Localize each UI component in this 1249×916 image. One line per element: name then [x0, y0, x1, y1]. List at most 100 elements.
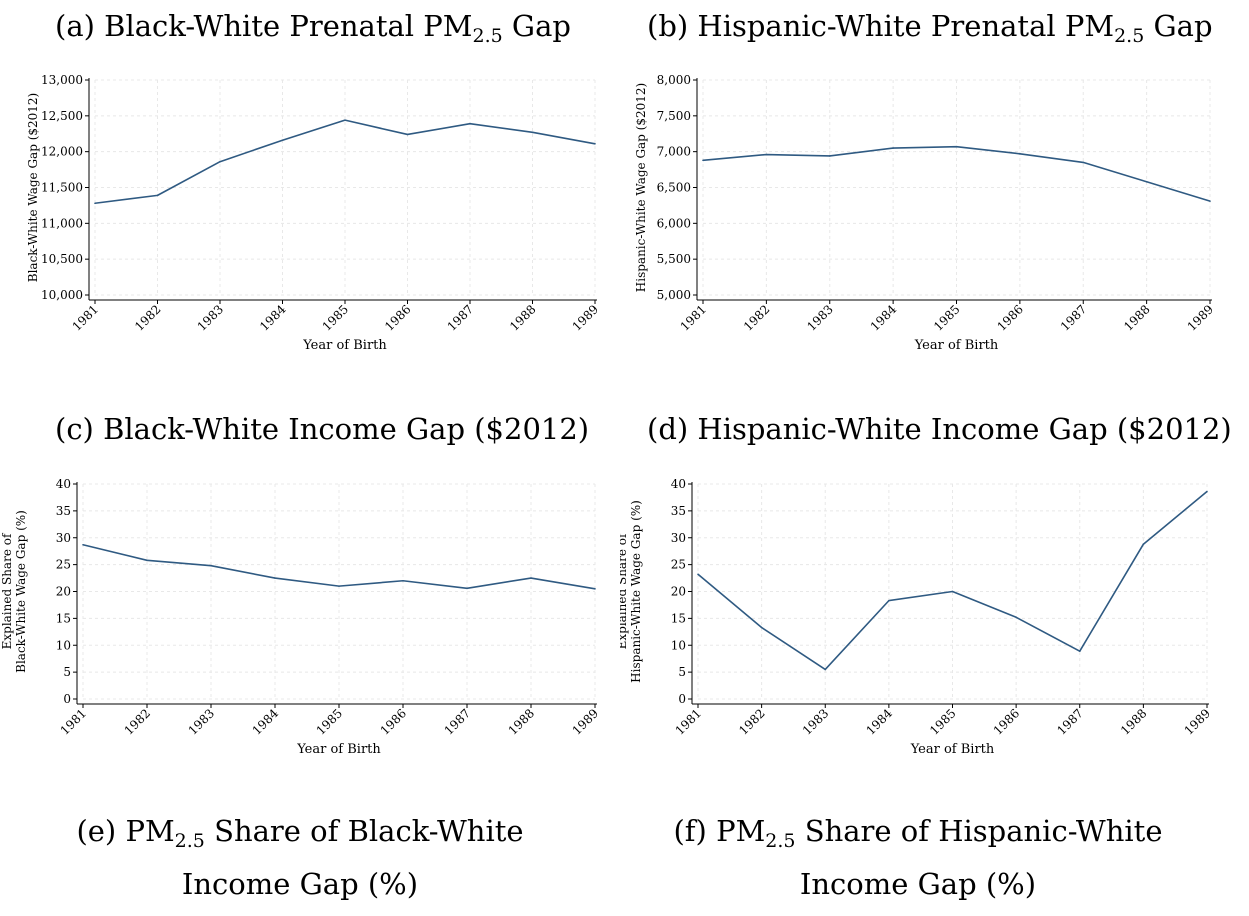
x-tick-label: 1984 — [868, 302, 900, 334]
y-axis-label: Black-White Wage Gap (%) — [14, 510, 28, 673]
x-tick-label: 1985 — [320, 302, 351, 333]
x-tick-label: 1988 — [1118, 706, 1149, 737]
y-tick-label: 20 — [671, 585, 686, 599]
y-tick-label: 8,000 — [657, 73, 691, 87]
x-tick-label: 1986 — [382, 302, 413, 333]
data-point — [1145, 180, 1148, 183]
data-point — [531, 131, 534, 134]
data-point — [219, 160, 221, 163]
x-axis-label: Year of Birth — [302, 338, 387, 353]
data-point — [951, 590, 954, 593]
chart-4-svg: 0 5 10 15 20 25 30 35 40 1981 1982 1983 1984 1985 1986… — [615, 477, 1213, 757]
x-tick-label: 1982 — [122, 706, 153, 737]
data-point — [146, 559, 148, 562]
x-tick-label: 1983 — [800, 706, 831, 737]
data-point — [1082, 161, 1085, 164]
y-tick-label: 0 — [63, 692, 71, 706]
y-tick-label: 11,000 — [41, 216, 83, 230]
y-tick-label: 6,500 — [657, 181, 691, 195]
caption-e: (e) PM2.5 Share of Black-White Income Ga… — [76, 814, 524, 901]
x-tick-label: 1989 — [570, 302, 601, 333]
data-point — [469, 122, 471, 125]
y-tick-label: 40 — [671, 477, 686, 491]
x-tick-label: 1985 — [931, 302, 962, 333]
data-point — [406, 133, 409, 136]
x-tick-label: 1986 — [994, 302, 1025, 333]
data-point — [888, 599, 890, 602]
y-tick-label: 7,500 — [657, 109, 691, 123]
x-tick-label: 1984 — [863, 706, 895, 738]
y-tick-label: 6,000 — [657, 216, 691, 230]
y-tick-label: 10 — [671, 638, 686, 652]
y-tick-label: 12,500 — [41, 109, 83, 123]
y-tick-label: 25 — [671, 558, 686, 572]
x-tick-label: 1984 — [257, 302, 289, 334]
chart-panel-4: 0 5 10 15 20 25 30 35 40 1981 1982 1983 1984 1985 1986… — [615, 472, 1240, 762]
chart-2-svg: 5,000 5,500 6,000 6,500 7,000 7,500 8,000 1981 1… — [634, 73, 1216, 353]
x-tick-label: 1982 — [736, 706, 767, 737]
data-point — [344, 119, 346, 121]
chart-panel-1: 10,000 10,500 11,000 11,500 12,000 12,500 13,0… — [0, 70, 620, 360]
x-tick-label: 1981 — [70, 302, 101, 333]
data-point — [466, 587, 468, 590]
data-point — [955, 145, 958, 148]
data-point — [594, 588, 596, 590]
y-tick-label: 15 — [671, 611, 686, 625]
x-tick-label: 1981 — [673, 706, 704, 737]
y-tick-label: 5 — [678, 665, 686, 679]
data-point — [594, 142, 596, 145]
chart-panel-3: 0 5 10 15 20 25 30 35 40 1981 1982 1983 1984 1985 1986… — [0, 472, 620, 762]
x-axis-label: Year of Birth — [910, 742, 995, 757]
data-point — [530, 577, 532, 579]
x-tick-label: 1987 — [445, 302, 476, 333]
chart-1-svg: 10,000 10,500 11,000 11,500 12,000 12,500 13,0… — [26, 73, 601, 353]
x-tick-label: 1989 — [1185, 302, 1216, 333]
y-tick-label: 25 — [56, 558, 71, 572]
data-point — [765, 153, 768, 156]
x-tick-label: 1986 — [378, 706, 409, 737]
chart-panel-2: 5,000 5,500 6,000 6,500 7,000 7,500 8,000 1981 1… — [620, 70, 1240, 360]
x-tick-label: 1981 — [58, 706, 89, 737]
y-tick-label: 40 — [56, 477, 71, 491]
y-tick-label: 30 — [671, 531, 686, 545]
data-point — [1019, 153, 1021, 155]
data-point — [274, 577, 276, 579]
x-tick-label: 1984 — [250, 706, 282, 738]
y-tick-label: 35 — [56, 504, 71, 518]
caption-c: (c) Black-White Income Gap ($2012) — [55, 412, 590, 446]
data-point — [82, 543, 84, 546]
x-tick-label: 1987 — [442, 706, 473, 737]
x-tick-label: 1989 — [570, 706, 601, 737]
data-point — [1015, 616, 1017, 619]
x-tick-label: 1982 — [132, 302, 163, 333]
data-point — [402, 579, 404, 582]
caption-f: (f) PM2.5 Share of Hispanic-White Income… — [673, 814, 1163, 901]
x-tick-label: 1986 — [991, 706, 1022, 737]
data-point — [1142, 543, 1145, 545]
data-point — [697, 573, 699, 576]
y-axis-label: Explained Share of — [620, 532, 629, 649]
y-tick-label: 35 — [671, 504, 686, 518]
y-tick-label: 12,000 — [41, 145, 83, 159]
data-point — [94, 202, 96, 205]
y-tick-label: 10 — [56, 638, 71, 652]
y-tick-label: 11,500 — [41, 181, 83, 195]
data-point — [760, 626, 763, 629]
x-tick-label: 1983 — [804, 302, 835, 333]
data-point — [702, 159, 704, 162]
x-tick-label: 1987 — [1058, 302, 1089, 333]
caption-a: (a) Black-White Prenatal PM2.5 Gap — [55, 9, 571, 47]
y-tick-label: 20 — [56, 585, 71, 599]
x-tick-label: 1989 — [1182, 706, 1213, 737]
y-tick-label: 7,000 — [657, 145, 691, 159]
x-axis-label: Year of Birth — [914, 338, 999, 353]
y-tick-label: 10,500 — [41, 252, 83, 266]
x-tick-label: 1983 — [195, 302, 226, 333]
data-point — [1209, 200, 1211, 202]
x-tick-label: 1985 — [314, 706, 345, 737]
x-tick-label: 1988 — [507, 302, 538, 333]
x-tick-label: 1988 — [1121, 302, 1152, 333]
caption-d: (d) Hispanic-White Income Gap ($2012) — [647, 412, 1232, 446]
data-point — [1206, 490, 1208, 493]
caption-b: (b) Hispanic-White Prenatal PM2.5 Gap — [647, 9, 1213, 47]
